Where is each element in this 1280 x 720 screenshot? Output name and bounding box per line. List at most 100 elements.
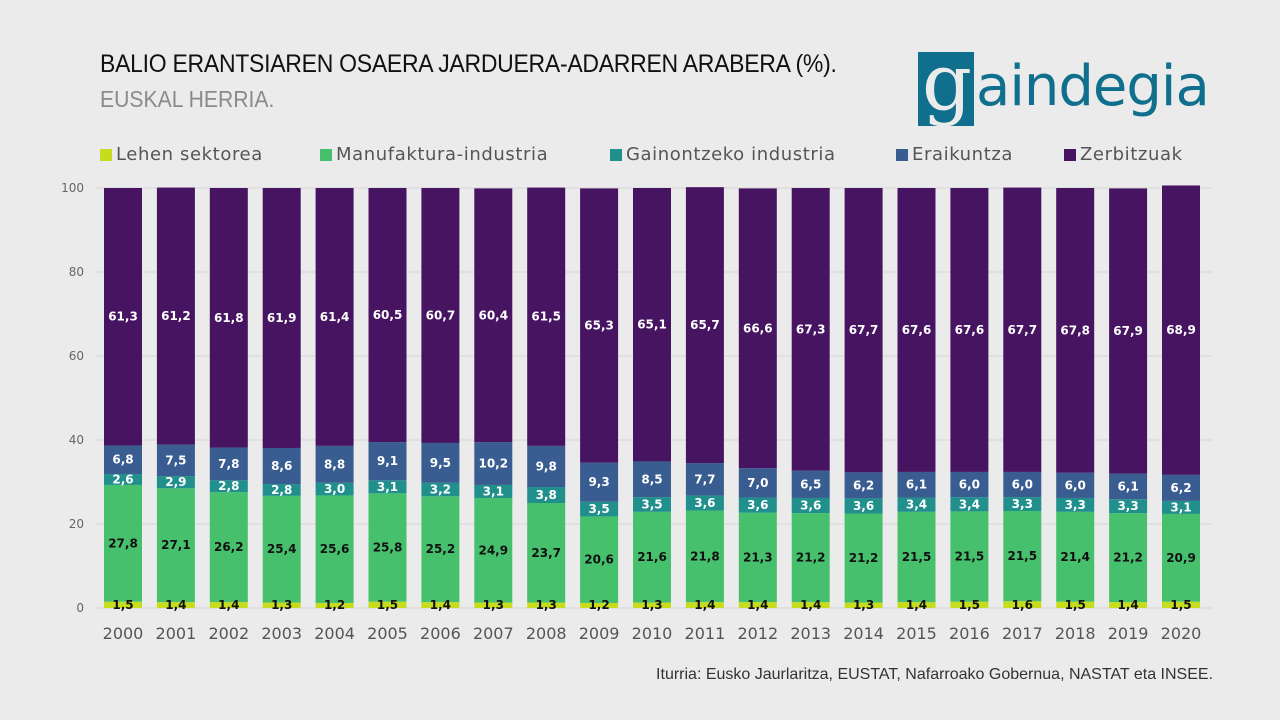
data-label: 25,2	[426, 542, 456, 556]
bar-segment	[262, 188, 301, 448]
x-tick-label: 2019	[1108, 624, 1149, 643]
legend-label: Manufaktura-industria	[336, 144, 549, 165]
data-label: 20,6	[584, 553, 614, 567]
data-label: 1,3	[271, 598, 292, 612]
data-label: 61,8	[214, 311, 244, 325]
legend-swatch	[320, 148, 332, 161]
bar-segment	[685, 495, 724, 511]
bar-segment	[156, 476, 195, 489]
bar-segment	[315, 495, 354, 603]
bar-segment	[527, 187, 566, 446]
bar-stack-2003: 1,3 25,4 2,8 8,6 61,9	[262, 188, 301, 612]
bar-segment	[791, 188, 830, 471]
data-label: 3,1	[483, 484, 504, 498]
bar-segment	[738, 188, 777, 469]
x-tick-label: 2017	[1002, 624, 1043, 643]
bar-segment	[527, 487, 566, 503]
bar-segment	[156, 444, 195, 477]
data-label: 67,6	[955, 323, 985, 337]
bar-segment	[897, 602, 936, 608]
data-label: 60,5	[373, 308, 403, 322]
bar-segment	[738, 468, 777, 498]
bar-segment	[580, 188, 619, 463]
data-label: 8,8	[324, 457, 345, 471]
data-label: 61,4	[320, 310, 350, 324]
bar-segment	[1162, 513, 1200, 602]
bar-segment	[1162, 474, 1200, 501]
bar-segment	[104, 601, 142, 608]
y-tick-label: 20	[69, 517, 84, 531]
data-label: 1,4	[747, 598, 768, 612]
data-label: 6,0	[1012, 478, 1033, 492]
data-label: 7,8	[218, 457, 239, 471]
bar-segment	[104, 474, 142, 485]
legend-item-lehen-sektorea: Lehen sektorea	[100, 144, 263, 165]
data-label: 3,4	[906, 498, 927, 512]
bar-segment	[1162, 500, 1200, 514]
bar-segment	[685, 463, 724, 496]
data-label: 24,9	[478, 543, 508, 557]
bar-segment	[580, 516, 619, 603]
bar-segment	[421, 496, 460, 603]
bar-segment	[156, 602, 195, 608]
bar-stack-2011: 1,4 21,8 3,6 7,7 65,7	[685, 187, 724, 612]
data-label: 1,5	[377, 598, 398, 612]
data-label: 65,1	[637, 318, 667, 332]
bar-segment	[897, 497, 936, 512]
bar-stack-2010: 1,3 21,6 3,5 8,5 65,1	[633, 188, 671, 612]
data-label: 66,6	[743, 321, 773, 335]
bar-segment	[315, 445, 354, 483]
bar-stack-2007: 1,3 24,9 3,1 10,2 60,4	[474, 188, 513, 612]
data-label: 60,4	[478, 308, 508, 322]
bar-segment	[950, 188, 989, 472]
bar-stack-2001: 1,4 27,1 2,9 7,5 61,2	[156, 187, 195, 612]
data-label: 9,3	[588, 475, 609, 489]
data-label: 8,5	[641, 472, 662, 486]
data-label: 1,5	[112, 598, 133, 612]
bar-segment	[1056, 601, 1095, 608]
bar-segment	[421, 482, 460, 497]
bar-segment	[262, 602, 301, 608]
legend-label: Gainontzeko industria	[626, 144, 836, 165]
data-label: 1,4	[1117, 598, 1138, 612]
bar-segment	[1109, 602, 1148, 608]
bar-stack-2016: 1,5 21,5 3,4 6,0 67,6	[950, 188, 989, 612]
data-label: 27,8	[108, 536, 138, 550]
data-label: 25,4	[267, 542, 297, 556]
data-label: 67,9	[1113, 324, 1143, 338]
data-label: 7,7	[694, 472, 715, 486]
bar-segment	[474, 497, 513, 603]
bar-segment	[950, 471, 989, 498]
bar-stack-2006: 1,4 25,2 3,2 9,5 60,7	[421, 188, 460, 612]
x-tick-label: 2013	[790, 624, 831, 643]
data-label: 3,2	[430, 483, 451, 497]
bar-stack-2000: 1,5 27,8 2,6 6,8 61,3	[104, 188, 142, 612]
chart-legend: Lehen sektorea Manufaktura-industria Gai…	[100, 144, 1220, 168]
bar-segment	[156, 488, 195, 603]
bar-segment	[633, 497, 671, 512]
bar-segment	[315, 602, 354, 608]
logo-text: aindegia	[976, 54, 1210, 119]
data-label: 67,8	[1060, 323, 1090, 337]
bar-segment	[209, 480, 248, 493]
bar-segment	[791, 497, 830, 514]
data-label: 67,7	[849, 323, 879, 337]
bar-segment	[104, 445, 142, 475]
x-tick-label: 2008	[526, 624, 567, 643]
bar-segment	[897, 471, 936, 498]
data-label: 1,4	[165, 598, 186, 612]
data-label: 3,8	[536, 488, 557, 502]
bar-segment	[421, 188, 460, 443]
bar-segment	[209, 188, 248, 448]
bar-segment	[1003, 187, 1042, 472]
data-label: 3,1	[377, 480, 398, 494]
x-tick-label: 2003	[261, 624, 302, 643]
bar-segment	[580, 602, 619, 608]
bar-segment	[315, 482, 354, 496]
bar-segment	[368, 493, 407, 602]
bars: 1,5 27,8 2,6 6,8 61,3 1,4 27,1 2,9 7,5 61,2 1,4 26,…	[104, 185, 1200, 612]
data-label: 61,9	[267, 311, 297, 325]
bar-segment	[262, 495, 301, 603]
data-label: 6,0	[959, 478, 980, 492]
bar-segment	[897, 511, 936, 603]
